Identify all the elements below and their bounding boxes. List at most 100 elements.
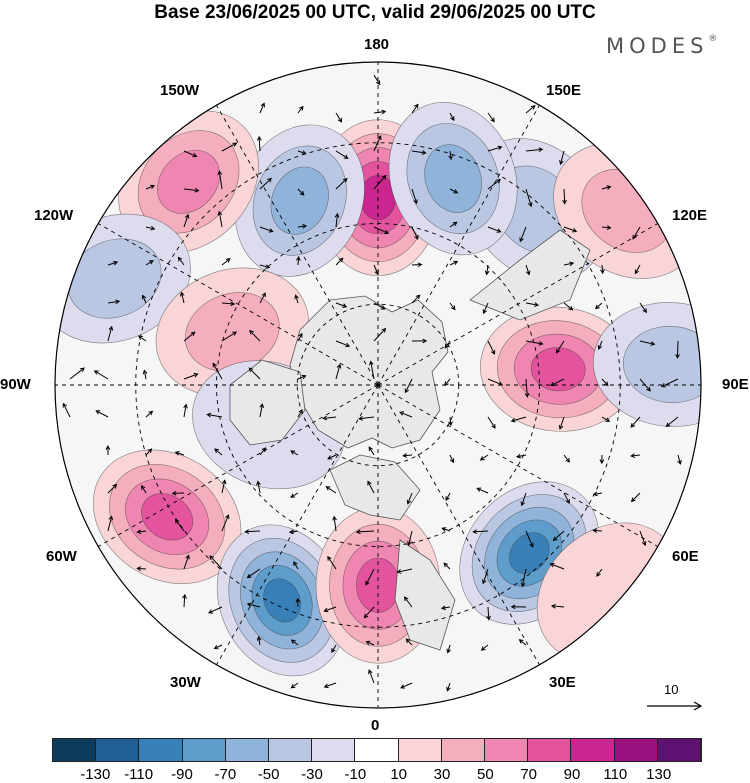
lon-label-120e: 120E [672, 207, 708, 224]
wind-vector [601, 185, 612, 190]
graticule [55, 62, 701, 708]
wind-vector [596, 568, 603, 577]
wind-vector [145, 448, 153, 456]
wind-vector [520, 568, 527, 588]
wind-vector [208, 606, 223, 614]
wind-vector [487, 340, 496, 355]
wind-vector [249, 329, 261, 342]
wind-vector [209, 555, 223, 570]
wind-vector [221, 514, 230, 532]
wind-vector [177, 256, 185, 266]
wind-vector [449, 454, 455, 464]
wind-vector [592, 528, 603, 533]
wind-vector [555, 340, 565, 354]
wind-vector [487, 178, 501, 190]
wind-vector [142, 369, 148, 380]
colorbar-tick-label: -50 [257, 766, 280, 783]
colorbar-tick-label: 50 [476, 766, 494, 783]
wind-vector [179, 291, 185, 304]
wind-vector [481, 568, 489, 585]
wind-vector [445, 492, 451, 502]
wind-vector [69, 367, 85, 380]
modes-logo: MODES® [606, 34, 718, 58]
wind-vector [221, 331, 238, 342]
wind-vector [373, 135, 382, 152]
wind-vector [174, 451, 185, 456]
wind-vector [93, 370, 109, 380]
meridian-line [377, 384, 540, 665]
wind-vector [373, 226, 390, 235]
anomaly-contour [622, 325, 701, 404]
wind-vector [259, 292, 266, 304]
wind-vector [448, 416, 453, 427]
wind-vector [525, 530, 534, 548]
wind-vector [405, 638, 413, 646]
lon-label-90w: 90W [0, 376, 31, 393]
wind-vector [145, 184, 156, 190]
colorbar [52, 738, 702, 762]
anomaly-contour [509, 532, 550, 574]
wind-vector [487, 226, 502, 233]
wind-vector [325, 486, 337, 494]
colorbar-swatch [485, 739, 529, 761]
wind-vector [525, 340, 544, 346]
colorbar-swatch [398, 739, 442, 761]
wind-vector [449, 188, 459, 194]
lon-label-150e: 150E [546, 82, 582, 99]
wind-vector [145, 225, 156, 231]
colorbar-tick-label: 130 [646, 766, 672, 783]
polar-map [54, 61, 703, 711]
wind-vector [550, 603, 565, 609]
colorbar-swatch [571, 739, 615, 761]
wind-vector [331, 644, 337, 653]
wind-vector [562, 188, 567, 205]
wind-vector [297, 188, 305, 196]
colorbar-swatch [312, 739, 356, 761]
wind-vector [257, 135, 262, 152]
colorbar-swatch [269, 739, 313, 761]
wind-vector [137, 335, 147, 342]
lon-label-150w: 150W [160, 82, 200, 99]
wind-vector [259, 177, 272, 190]
lon-label-180: 180 [364, 36, 390, 53]
wind-vector [221, 258, 231, 266]
wind-vector [259, 102, 266, 114]
wind-vector [599, 454, 605, 465]
wind-vector [335, 302, 348, 308]
wind-vector [601, 416, 611, 422]
wind-vector [183, 213, 190, 228]
wind-vector [367, 480, 375, 494]
wind-vector [411, 226, 419, 240]
wind-vector-layer [62, 74, 682, 692]
colorbar-tick-label: 70 [520, 766, 537, 783]
wind-vector [323, 682, 337, 689]
wind-vector [141, 484, 147, 494]
wind-vector [107, 325, 114, 342]
wind-vector [525, 105, 536, 114]
wind-vector [563, 492, 570, 504]
wind-vector [332, 515, 337, 532]
wind-vector [597, 340, 603, 350]
anomaly-contour [141, 493, 194, 541]
wind-vector [335, 257, 344, 266]
lon-label-60e: 60E [672, 548, 699, 565]
wind-vector [403, 596, 413, 608]
wind-vector [660, 378, 679, 388]
wind-vector [295, 597, 301, 608]
wind-vector [440, 605, 451, 611]
colorbar-tick-label: 110 [603, 766, 628, 783]
wind-vector [449, 112, 455, 122]
wind-vector [217, 170, 223, 190]
wind-vector [107, 260, 119, 266]
wind-vector [630, 453, 641, 458]
wind-vector [639, 340, 656, 346]
colorbar-tick-label: 10 [390, 766, 407, 783]
wind-vector [559, 150, 565, 166]
wind-vector [334, 212, 340, 228]
wind-vector [411, 338, 428, 344]
wind-vector [404, 378, 413, 394]
wind-vector [552, 530, 565, 542]
wind-vector [221, 479, 227, 494]
wind-vector [244, 529, 261, 534]
wind-vector [563, 302, 574, 311]
